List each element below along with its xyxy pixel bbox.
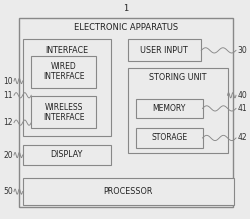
Text: WIRED
INTERFACE: WIRED INTERFACE: [43, 62, 84, 81]
Text: USER INPUT: USER INPUT: [140, 46, 188, 55]
Text: DISPLAY: DISPLAY: [51, 150, 83, 159]
Text: WIRELESS
INTERFACE: WIRELESS INTERFACE: [43, 102, 84, 122]
Bar: [31, 56, 96, 88]
Text: 12: 12: [3, 118, 13, 127]
Text: 20: 20: [3, 150, 13, 160]
Text: 50: 50: [3, 187, 13, 196]
Text: 30: 30: [237, 46, 247, 55]
Text: MEMORY: MEMORY: [153, 104, 186, 113]
Bar: [22, 145, 111, 165]
Text: STORAGE: STORAGE: [151, 133, 188, 143]
Bar: [128, 68, 228, 153]
Text: 10: 10: [3, 76, 13, 86]
Text: 1: 1: [123, 4, 128, 13]
Text: ELECTRONIC APPARATUS: ELECTRONIC APPARATUS: [74, 23, 178, 32]
Bar: [22, 39, 111, 136]
Text: 41: 41: [237, 104, 247, 113]
Bar: [22, 178, 234, 205]
Text: 40: 40: [237, 91, 247, 100]
Text: 42: 42: [237, 133, 247, 143]
Bar: [19, 18, 233, 207]
Text: INTERFACE: INTERFACE: [45, 46, 88, 55]
Bar: [136, 128, 202, 148]
Text: 11: 11: [3, 91, 13, 100]
Bar: [136, 99, 202, 118]
Bar: [31, 96, 96, 128]
Bar: [128, 39, 201, 61]
Text: STORING UNIT: STORING UNIT: [149, 73, 206, 82]
Text: PROCESSOR: PROCESSOR: [104, 187, 153, 196]
